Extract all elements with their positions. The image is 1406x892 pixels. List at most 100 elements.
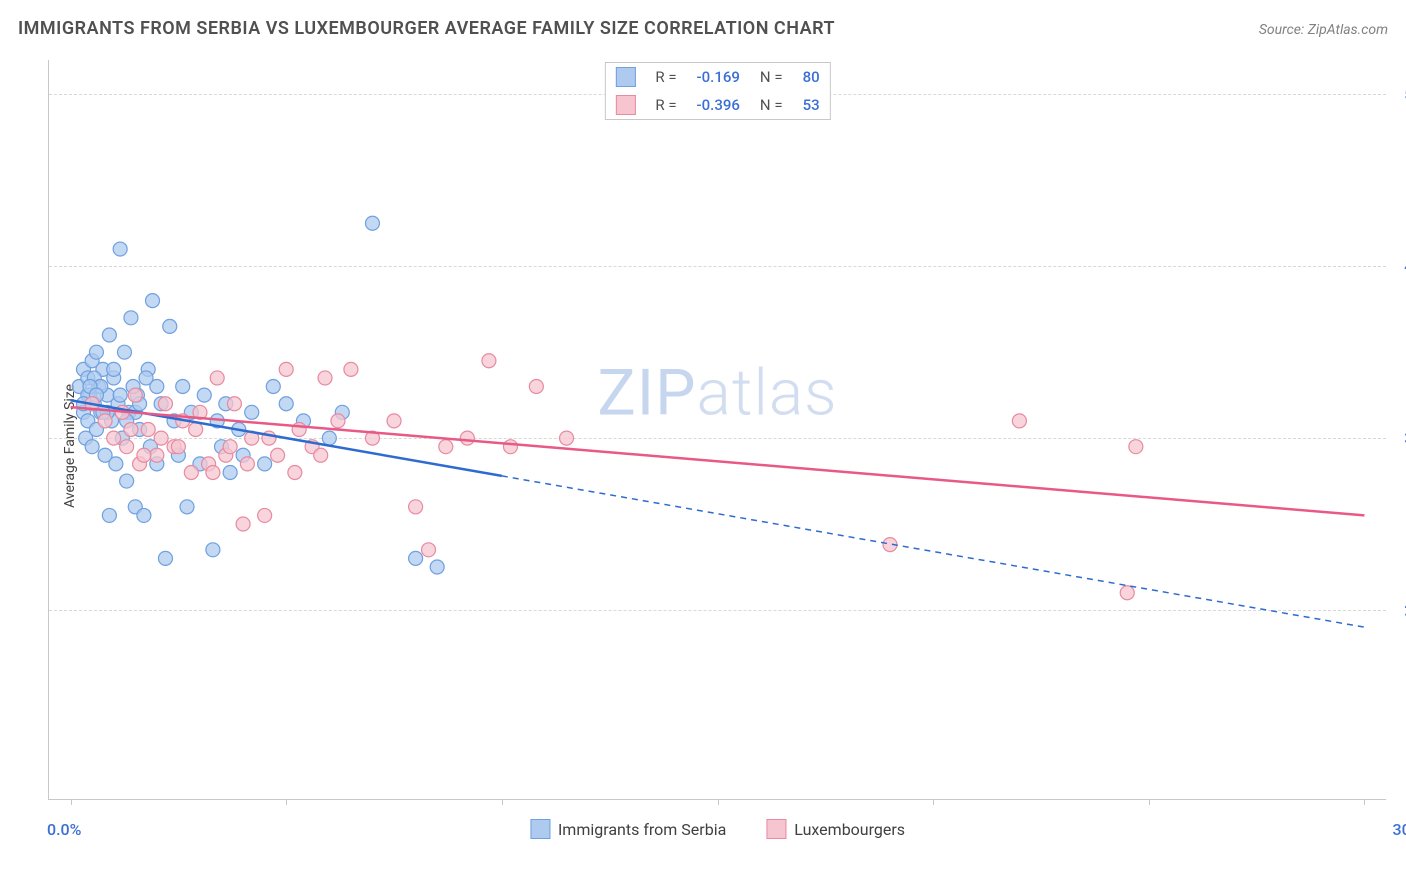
- title-bar: IMMIGRANTS FROM SERBIA VS LUXEMBOURGER A…: [18, 18, 1388, 39]
- data-point: [387, 414, 401, 428]
- series-name-1: Luxembourgers: [794, 820, 905, 839]
- data-point: [158, 397, 172, 411]
- data-point: [141, 423, 155, 437]
- data-point: [137, 448, 151, 462]
- plot-svg: [49, 60, 1386, 799]
- data-point: [206, 543, 220, 557]
- n-value-0: 80: [803, 68, 820, 86]
- data-point: [236, 517, 250, 531]
- data-point: [189, 423, 203, 437]
- data-point: [258, 457, 272, 471]
- data-point: [197, 388, 211, 402]
- data-point: [292, 423, 306, 437]
- n-label: N =: [760, 96, 783, 114]
- swatch-bottom-1: [766, 819, 786, 839]
- data-point: [150, 448, 164, 462]
- r-label: R =: [655, 96, 676, 114]
- data-point: [107, 431, 121, 445]
- data-point: [180, 500, 194, 514]
- r-value-0: -0.169: [697, 68, 740, 86]
- data-point: [314, 448, 328, 462]
- x-tick: [71, 799, 72, 805]
- data-point: [113, 388, 127, 402]
- legend-item-1: Luxembourgers: [766, 819, 905, 839]
- x-tick: [1149, 799, 1150, 805]
- legend-row-series-0: R = -0.169 N = 80: [605, 63, 829, 91]
- data-point: [331, 414, 345, 428]
- plot-area: ZIPatlas R = -0.169 N = 80 R = -0.396 N …: [48, 60, 1386, 800]
- data-point: [85, 440, 99, 454]
- data-point: [120, 474, 134, 488]
- n-value-1: 53: [803, 96, 820, 114]
- data-point: [107, 362, 121, 376]
- series-legend: Immigrants from Serbia Luxembourgers: [530, 819, 905, 839]
- data-point: [113, 242, 127, 256]
- data-point: [344, 362, 358, 376]
- data-point: [158, 551, 172, 565]
- data-point: [210, 371, 224, 385]
- data-point: [109, 457, 123, 471]
- data-point: [128, 388, 142, 402]
- data-point: [98, 414, 112, 428]
- data-point: [288, 465, 302, 479]
- data-point: [124, 311, 138, 325]
- data-point: [482, 354, 496, 368]
- legend-item-0: Immigrants from Serbia: [530, 819, 726, 839]
- data-point: [1120, 586, 1134, 600]
- series-name-0: Immigrants from Serbia: [558, 820, 726, 839]
- data-point: [139, 371, 153, 385]
- swatch-series-1: [615, 95, 635, 115]
- x-tick: [502, 799, 503, 805]
- chart-title: IMMIGRANTS FROM SERBIA VS LUXEMBOURGER A…: [18, 18, 835, 39]
- data-point: [240, 457, 254, 471]
- data-point: [120, 440, 134, 454]
- source-attribution: Source: ZipAtlas.com: [1259, 22, 1388, 38]
- data-point: [422, 543, 436, 557]
- data-point: [503, 440, 517, 454]
- data-point: [227, 397, 241, 411]
- data-point: [266, 380, 280, 394]
- data-point: [154, 431, 168, 445]
- data-point: [245, 405, 259, 419]
- data-point: [460, 431, 474, 445]
- data-point: [409, 500, 423, 514]
- data-point: [117, 345, 131, 359]
- data-point: [439, 440, 453, 454]
- data-point: [102, 508, 116, 522]
- data-point: [279, 362, 293, 376]
- swatch-series-0: [615, 67, 635, 87]
- data-point: [223, 440, 237, 454]
- data-point: [223, 465, 237, 479]
- data-point: [322, 431, 336, 445]
- x-tick: [1364, 799, 1365, 805]
- n-label: N =: [760, 68, 783, 86]
- x-tick: [718, 799, 719, 805]
- data-point: [430, 560, 444, 574]
- data-point: [529, 380, 543, 394]
- data-point: [271, 448, 285, 462]
- data-point: [409, 551, 423, 565]
- data-point: [137, 508, 151, 522]
- x-label-left: 0.0%: [47, 820, 81, 839]
- data-point: [176, 380, 190, 394]
- data-point: [1129, 440, 1143, 454]
- data-point: [560, 431, 574, 445]
- legend-row-series-1: R = -0.396 N = 53: [605, 91, 829, 119]
- x-label-right: 30.0%: [1392, 820, 1406, 839]
- data-point: [124, 423, 138, 437]
- x-tick: [286, 799, 287, 805]
- data-point: [279, 397, 293, 411]
- data-point: [1012, 414, 1026, 428]
- data-point: [318, 371, 332, 385]
- correlation-legend: R = -0.169 N = 80 R = -0.396 N = 53: [604, 62, 830, 120]
- x-tick: [933, 799, 934, 805]
- data-point: [163, 319, 177, 333]
- data-point: [146, 294, 160, 308]
- data-point: [102, 328, 116, 342]
- data-point: [365, 216, 379, 230]
- r-value-1: -0.396: [697, 96, 740, 114]
- data-point: [258, 508, 272, 522]
- r-label: R =: [655, 68, 676, 86]
- data-point: [184, 465, 198, 479]
- swatch-bottom-0: [530, 819, 550, 839]
